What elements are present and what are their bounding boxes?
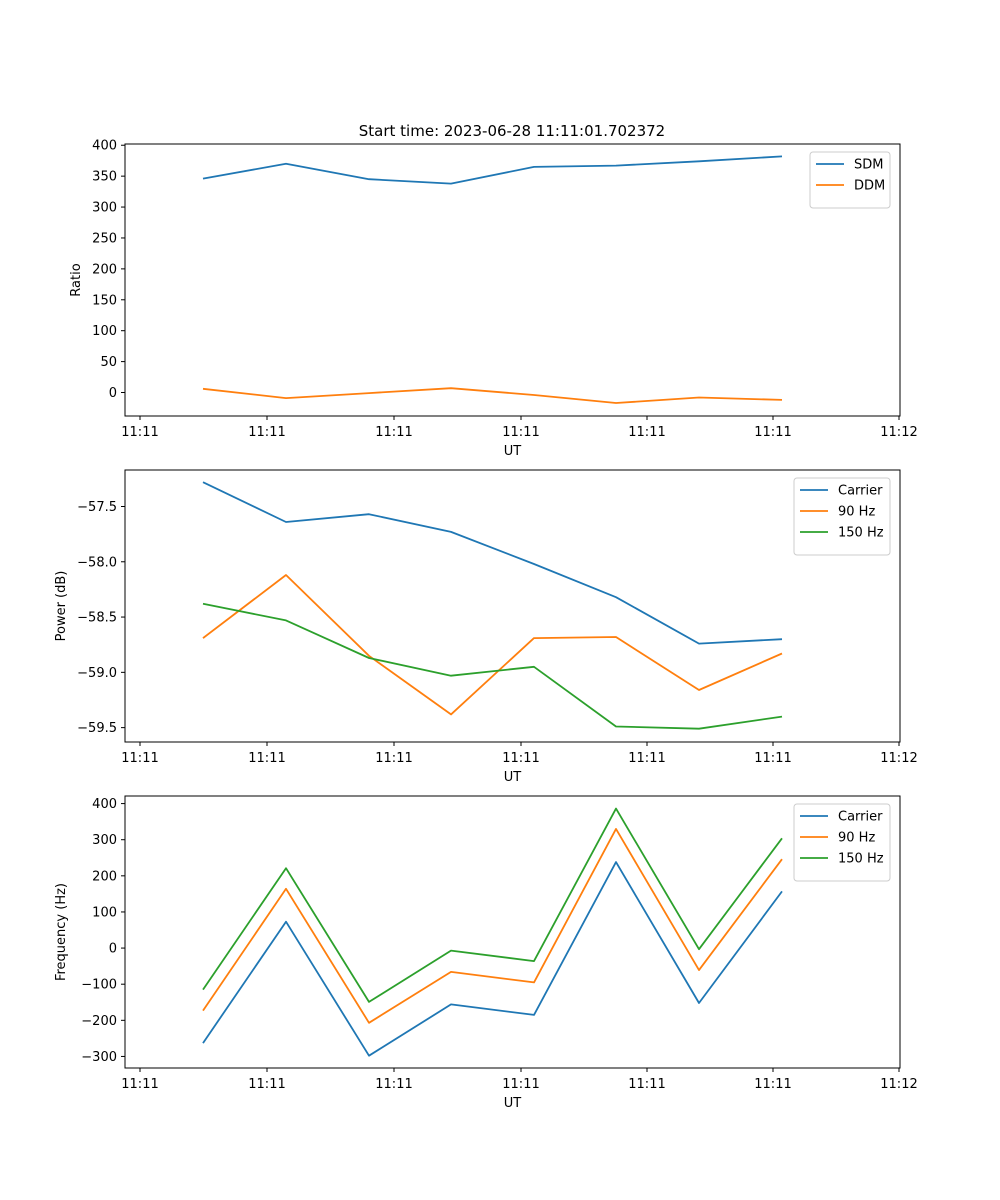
series-line-sdm <box>202 155 783 185</box>
y-tick-label: 350 <box>92 170 117 185</box>
x-tick-label: 11:12 <box>880 425 917 440</box>
legend-label: 150 Hz <box>838 852 884 867</box>
y-tick-label: 100 <box>92 324 117 339</box>
x-tick-label: 11:11 <box>375 425 412 440</box>
x-axis-label: UT <box>504 444 522 459</box>
series-line-150-hz <box>202 602 783 730</box>
series-line-carrier <box>202 861 783 1057</box>
y-tick-label: 200 <box>92 262 117 277</box>
x-tick-label: 11:11 <box>502 751 539 766</box>
y-axis-label: Ratio <box>69 263 84 296</box>
x-tick-label: 11:11 <box>248 751 285 766</box>
legend-box <box>809 151 891 209</box>
legend: SDM DDM <box>809 151 891 209</box>
y-tick-label: 400 <box>92 139 117 154</box>
series-line-90-hz <box>202 828 783 1024</box>
legend-box <box>793 477 891 556</box>
axes-frame <box>124 795 901 1069</box>
legend: Carrier 90 Hz 150 Hz <box>793 477 891 556</box>
x-tick-label: 11:11 <box>248 425 285 440</box>
y-tick-label: 100 <box>92 905 117 920</box>
x-tick-label: 11:11 <box>754 751 791 766</box>
x-tick-label: 11:11 <box>375 751 412 766</box>
y-tick-label: 0 <box>109 942 117 957</box>
y-tick-label: −200 <box>81 1014 117 1029</box>
figure-suptitle: Start time: 2023-06-28 11:11:01.702372 <box>359 122 665 140</box>
x-axis-label: UT <box>504 770 522 785</box>
legend-label: Carrier <box>838 484 883 499</box>
chart-panel-2: 11:11 11:11 11:11 11:11 11:11 11:11 11:12 −57.5… <box>54 469 918 785</box>
y-tick-label: 50 <box>100 355 117 370</box>
y-tick-label: 300 <box>92 833 117 848</box>
axes-frame <box>124 469 901 743</box>
series-line-carrier <box>202 481 783 645</box>
axes-frame <box>124 143 901 417</box>
legend: Carrier 90 Hz 150 Hz <box>793 803 891 882</box>
y-tick-label: −58.0 <box>77 555 117 570</box>
y-tick-label: −59.5 <box>77 721 117 736</box>
x-tick-label: 11:12 <box>880 751 917 766</box>
x-tick-label: 11:11 <box>754 1077 791 1092</box>
y-axis-label: Frequency (Hz) <box>54 883 69 981</box>
x-axis-label: UT <box>504 1096 522 1111</box>
y-tick-label: 0 <box>109 386 117 401</box>
chart-panel-1: 11:11 11:11 11:11 11:11 11:11 11:11 11:12 0 50 10… <box>69 139 918 459</box>
chart-panels: 11:11 11:11 11:11 11:11 11:11 11:11 11:12 0 50 10… <box>54 139 918 1111</box>
x-tick-label: 11:11 <box>502 425 539 440</box>
series-line-150-hz <box>202 807 783 1003</box>
legend-box <box>793 803 891 882</box>
x-tick-label: 11:11 <box>628 1077 665 1092</box>
y-tick-label: 150 <box>92 293 117 308</box>
y-tick-label: −58.5 <box>77 611 117 626</box>
series-line-90-hz <box>202 574 783 716</box>
chart-panel-3: 11:11 11:11 11:11 11:11 11:11 11:11 11:12 −300 −… <box>54 795 918 1111</box>
y-tick-label: 300 <box>92 201 117 216</box>
legend-label: SDM <box>854 158 883 173</box>
y-tick-label: 400 <box>92 797 117 812</box>
y-tick-label: −300 <box>81 1050 117 1065</box>
legend-label: 90 Hz <box>838 831 875 846</box>
x-tick-label: 11:11 <box>628 751 665 766</box>
x-tick-label: 11:11 <box>121 751 158 766</box>
y-tick-label: −59.0 <box>77 666 117 681</box>
x-tick-label: 11:11 <box>248 1077 285 1092</box>
x-tick-label: 11:11 <box>502 1077 539 1092</box>
y-tick-label: −100 <box>81 978 117 993</box>
x-tick-label: 11:12 <box>880 1077 917 1092</box>
x-tick-label: 11:11 <box>628 425 665 440</box>
y-tick-label: −57.5 <box>77 500 117 515</box>
x-tick-label: 11:11 <box>754 425 791 440</box>
x-tick-label: 11:11 <box>121 425 158 440</box>
x-tick-label: 11:11 <box>375 1077 412 1092</box>
legend-label: 150 Hz <box>838 526 884 541</box>
legend-label: Carrier <box>838 810 883 825</box>
y-axis-label: Power (dB) <box>54 571 69 642</box>
series-line-ddm <box>202 387 783 404</box>
y-tick-label: 200 <box>92 869 117 884</box>
x-tick-label: 11:11 <box>121 1077 158 1092</box>
legend-label: 90 Hz <box>838 505 875 520</box>
legend-label: DDM <box>854 179 885 194</box>
y-tick-label: 250 <box>92 231 117 246</box>
